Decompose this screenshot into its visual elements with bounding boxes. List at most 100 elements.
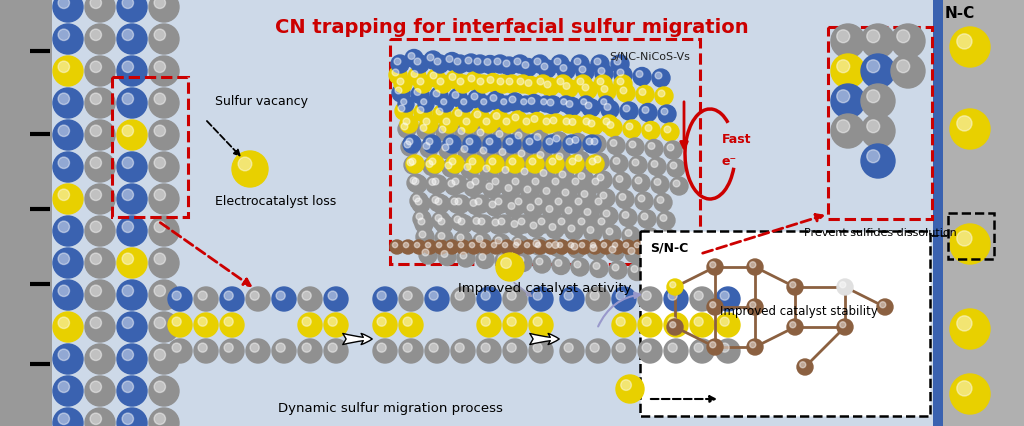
- Circle shape: [154, 62, 166, 73]
- Circle shape: [445, 240, 459, 254]
- Circle shape: [534, 317, 542, 326]
- Circle shape: [417, 122, 435, 140]
- Circle shape: [58, 222, 70, 233]
- Circle shape: [122, 222, 133, 233]
- Circle shape: [461, 161, 479, 179]
- Circle shape: [150, 153, 179, 183]
- Circle shape: [506, 139, 513, 146]
- Circle shape: [436, 124, 454, 142]
- Circle shape: [616, 291, 626, 300]
- Circle shape: [667, 160, 685, 178]
- Circle shape: [574, 59, 581, 66]
- Circle shape: [498, 219, 505, 225]
- Circle shape: [472, 178, 479, 185]
- Circle shape: [90, 317, 101, 329]
- Circle shape: [432, 212, 450, 230]
- Circle shape: [716, 287, 740, 311]
- Circle shape: [458, 97, 474, 113]
- Circle shape: [604, 119, 622, 137]
- Circle shape: [639, 104, 657, 122]
- Circle shape: [430, 73, 437, 80]
- Circle shape: [90, 94, 101, 105]
- Circle shape: [550, 132, 568, 151]
- Circle shape: [477, 79, 484, 86]
- Circle shape: [571, 259, 589, 276]
- Circle shape: [956, 316, 972, 331]
- Circle shape: [568, 225, 574, 232]
- Circle shape: [580, 116, 598, 134]
- Circle shape: [523, 119, 529, 126]
- Circle shape: [302, 317, 311, 326]
- Circle shape: [220, 287, 244, 311]
- Circle shape: [540, 185, 558, 203]
- Circle shape: [53, 121, 83, 151]
- Circle shape: [512, 130, 530, 148]
- Circle shape: [592, 196, 610, 213]
- Circle shape: [464, 179, 482, 197]
- Circle shape: [594, 59, 601, 66]
- Circle shape: [664, 313, 688, 337]
- Circle shape: [612, 265, 618, 271]
- Circle shape: [447, 243, 453, 248]
- Circle shape: [377, 343, 386, 352]
- Circle shape: [606, 228, 613, 235]
- Circle shape: [483, 136, 501, 154]
- Circle shape: [614, 76, 632, 94]
- Circle shape: [85, 0, 115, 23]
- Circle shape: [514, 76, 532, 94]
- Circle shape: [598, 69, 605, 75]
- Circle shape: [569, 119, 575, 126]
- Circle shape: [790, 282, 796, 288]
- Circle shape: [599, 240, 613, 254]
- Circle shape: [586, 287, 610, 311]
- Circle shape: [613, 173, 631, 191]
- Circle shape: [509, 176, 527, 193]
- Circle shape: [90, 62, 101, 73]
- Circle shape: [594, 76, 612, 94]
- Circle shape: [154, 381, 166, 393]
- Circle shape: [528, 98, 535, 105]
- Circle shape: [427, 70, 445, 88]
- Circle shape: [492, 196, 510, 213]
- Circle shape: [831, 115, 865, 149]
- Circle shape: [433, 106, 451, 124]
- Circle shape: [571, 56, 589, 74]
- Circle shape: [694, 317, 703, 326]
- Text: Improved catalyst activity: Improved catalyst activity: [459, 281, 632, 294]
- Circle shape: [750, 302, 756, 308]
- Circle shape: [541, 100, 547, 106]
- Circle shape: [508, 218, 526, 236]
- Circle shape: [638, 210, 656, 228]
- Circle shape: [455, 110, 462, 117]
- Circle shape: [526, 155, 544, 173]
- Circle shape: [560, 81, 578, 98]
- Circle shape: [750, 262, 756, 268]
- Circle shape: [707, 339, 723, 355]
- Circle shape: [656, 243, 662, 248]
- Circle shape: [664, 233, 670, 240]
- Circle shape: [58, 158, 70, 169]
- Circle shape: [454, 59, 461, 66]
- Circle shape: [587, 242, 605, 260]
- Circle shape: [276, 343, 286, 352]
- Circle shape: [122, 317, 133, 329]
- Circle shape: [560, 287, 584, 311]
- Circle shape: [540, 116, 558, 134]
- Circle shape: [667, 279, 683, 295]
- Circle shape: [328, 317, 337, 326]
- Circle shape: [589, 159, 596, 166]
- Circle shape: [837, 31, 850, 43]
- Circle shape: [593, 263, 600, 270]
- Circle shape: [588, 240, 602, 254]
- Circle shape: [621, 380, 632, 391]
- Circle shape: [509, 112, 527, 130]
- Circle shape: [837, 319, 853, 335]
- Circle shape: [597, 190, 615, 207]
- Circle shape: [484, 59, 490, 66]
- Circle shape: [601, 86, 608, 93]
- Circle shape: [642, 317, 651, 326]
- Circle shape: [478, 219, 485, 225]
- Circle shape: [473, 233, 490, 251]
- Circle shape: [532, 196, 550, 213]
- Circle shape: [455, 291, 464, 300]
